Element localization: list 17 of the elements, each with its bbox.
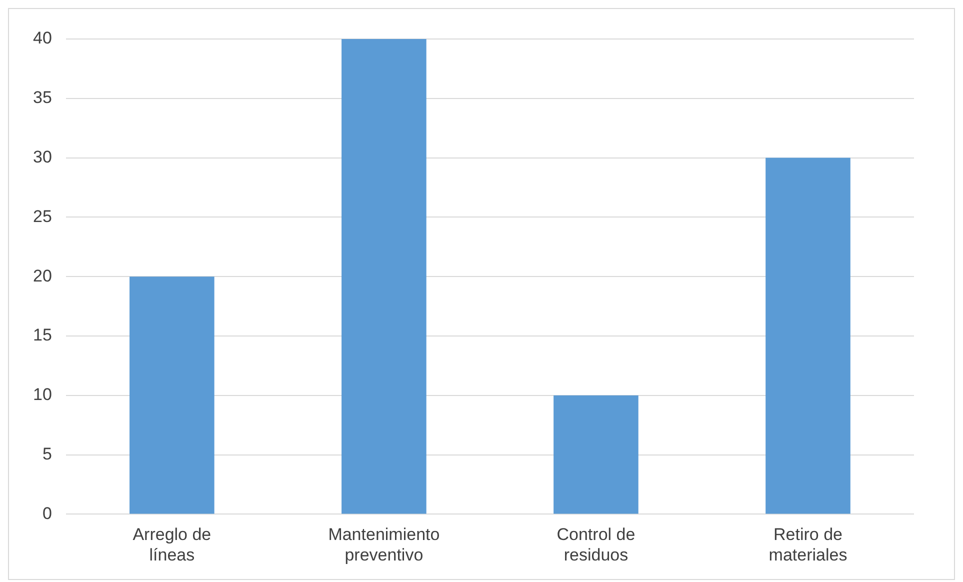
y-tick-label: 30 (32, 147, 52, 166)
y-tick-label: 15 (32, 326, 52, 345)
y-tick-label: 5 (42, 444, 52, 464)
y-tick-label: 10 (32, 385, 52, 404)
y-tick-label: 40 (32, 28, 52, 48)
x-tick-label: Retiro de materiales (768, 525, 848, 564)
bar (342, 39, 426, 514)
bar (130, 276, 214, 514)
y-tick-label: 35 (32, 88, 52, 108)
bar (554, 395, 638, 514)
y-tick-label: 25 (32, 206, 52, 226)
x-tick-label: Arreglo de líneas (132, 525, 212, 564)
x-tick-label: Control de residuos (556, 525, 636, 564)
y-tick-label: 0 (42, 504, 52, 523)
y-tick-label: 20 (32, 266, 52, 286)
bar (766, 158, 850, 514)
x-tick-label: Mantenimiento preventivo (328, 525, 440, 564)
